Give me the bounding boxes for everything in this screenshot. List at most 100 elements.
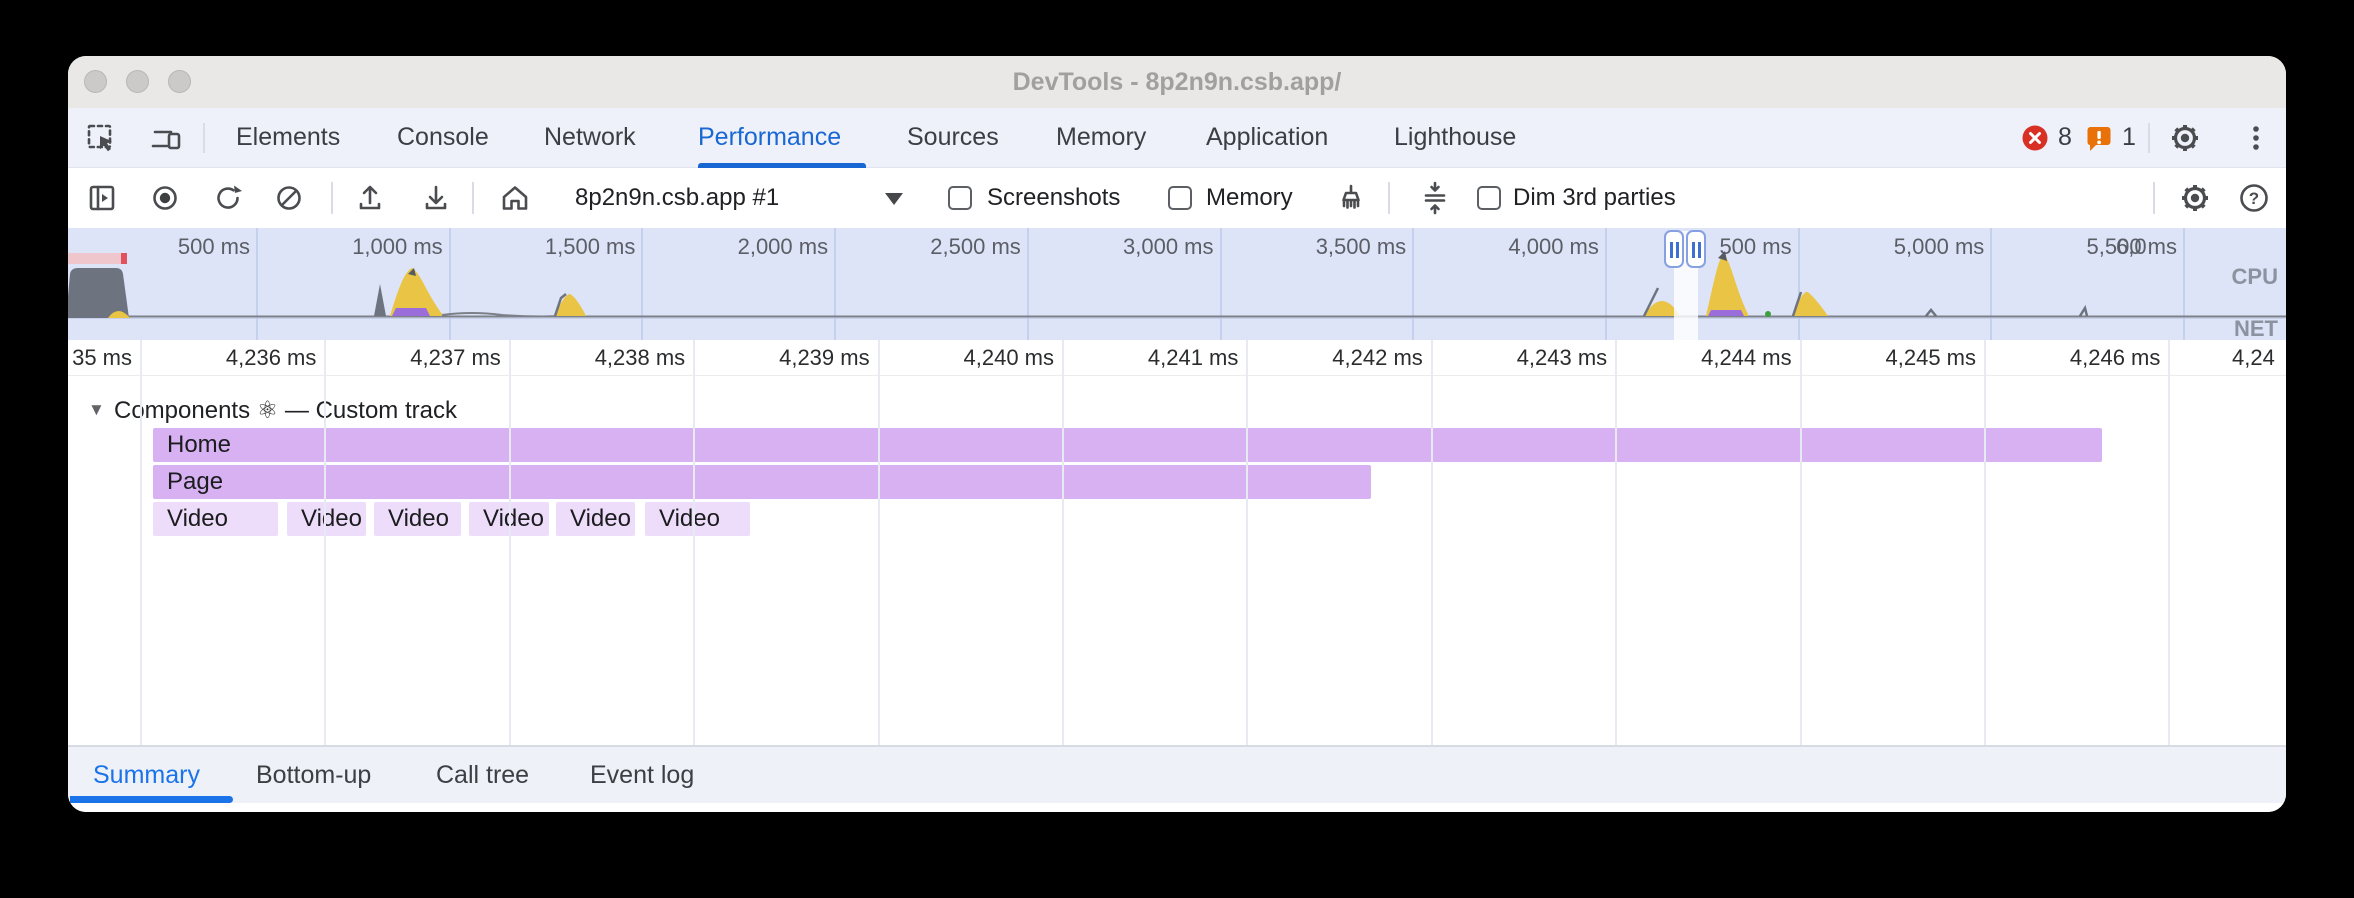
issues-count[interactable]: 1	[2122, 123, 2136, 151]
dim-3rd-parties-label[interactable]: Dim 3rd parties	[1513, 184, 1676, 211]
record-icon[interactable]	[150, 183, 180, 213]
track-bar-video[interactable]: Video	[287, 502, 366, 536]
badge-separator	[2148, 123, 2150, 153]
selection-left-handle[interactable]	[1664, 230, 1684, 268]
track-collapse-arrow[interactable]: ▼	[88, 400, 105, 419]
screenshots-label[interactable]: Screenshots	[987, 184, 1121, 211]
memory-checkbox[interactable]	[1168, 186, 1192, 210]
detail-gridline	[2168, 340, 2171, 745]
track-header[interactable]: Components ⚛ — Custom track	[114, 397, 457, 424]
bottom-active-underline	[70, 796, 233, 803]
detail-gridline	[508, 340, 511, 745]
bottom-tab-bottom-up[interactable]: Bottom-up	[256, 761, 372, 789]
reload-record-icon[interactable]	[213, 183, 243, 213]
help-icon[interactable]: ?	[2237, 181, 2271, 215]
overview-tick-label: 5,000 ms	[1893, 234, 1985, 259]
overview-tick-label: 1,500 ms	[544, 234, 636, 259]
ruler-tick-label: 4,246 ms	[2069, 345, 2161, 370]
detail-gridline	[324, 340, 327, 745]
tab-sources[interactable]: Sources	[907, 123, 999, 151]
active-tab-underline	[698, 163, 866, 168]
garbage-collect-brush-icon[interactable]	[1334, 181, 1368, 215]
home-icon[interactable]	[498, 181, 532, 215]
tab-application[interactable]: Application	[1206, 123, 1329, 151]
tab-elements[interactable]: Elements	[236, 123, 341, 151]
overview-gridline	[256, 228, 258, 340]
track-bar-page[interactable]: Page	[153, 465, 1371, 499]
track-bar-video[interactable]: Video	[374, 502, 461, 536]
track-bar-video[interactable]: Video	[556, 502, 635, 536]
detail-gridline	[140, 340, 142, 745]
capture-settings-gear-icon[interactable]	[2178, 181, 2212, 215]
components-track: ▼ Components ⚛ — Custom track Home Page Vi…	[68, 376, 2286, 745]
toggle-sidebar-icon[interactable]	[87, 183, 117, 213]
tabbar-separator	[203, 123, 205, 153]
toolbar-separator-3	[1388, 182, 1390, 214]
error-count[interactable]: 8	[2058, 123, 2072, 151]
minimize-window-button[interactable]	[126, 70, 149, 93]
tab-console[interactable]: Console	[397, 123, 489, 151]
settings-gear-icon[interactable]	[2168, 121, 2202, 155]
tab-memory[interactable]: Memory	[1056, 123, 1147, 151]
ruler-tick-label: 4,241 ms	[1147, 345, 1239, 370]
overview-gridline	[834, 228, 837, 340]
clear-icon[interactable]	[274, 183, 304, 213]
overview-tick-label: 2,000 ms	[737, 234, 829, 259]
overview-gridline	[448, 228, 451, 340]
upload-profile-icon[interactable]	[354, 182, 386, 214]
ruler-tick-edge: 4,24	[2232, 345, 2275, 370]
cpu-activity-chart	[68, 251, 2286, 318]
overview-tick-label: 500 ms	[177, 234, 250, 259]
net-strip-label: NET	[2234, 316, 2278, 341]
zoom-window-button[interactable]	[168, 70, 191, 93]
close-window-button[interactable]	[84, 70, 107, 93]
track-bar-home[interactable]: Home	[153, 428, 2102, 462]
ruler-tick-label: 4,239 ms	[779, 345, 870, 370]
track-bar-video[interactable]: Video	[153, 502, 278, 536]
svg-text:?: ?	[2249, 189, 2259, 208]
screenshots-checkbox[interactable]	[948, 186, 972, 210]
bottom-panel-tabbar: Summary Bottom-up Call tree Event log	[68, 745, 2286, 803]
track-bar-video[interactable]: Video	[645, 502, 750, 536]
download-profile-icon[interactable]	[420, 182, 452, 214]
target-selector[interactable]: 8p2n9n.csb.app #1	[575, 184, 780, 211]
kebab-menu-icon[interactable]	[2240, 122, 2272, 154]
selection-right-handle[interactable]	[1686, 230, 1706, 268]
bottom-tab-summary[interactable]: Summary	[93, 761, 200, 789]
device-toolbar-icon[interactable]	[147, 122, 185, 156]
network-activity-bar	[68, 253, 121, 264]
memory-label[interactable]: Memory	[1206, 184, 1293, 211]
target-dropdown-caret[interactable]	[885, 193, 903, 205]
detail-gridline	[1062, 340, 1064, 745]
overview-gridline	[1990, 228, 1993, 340]
overview-tick-edge: 6,0	[2116, 234, 2147, 259]
issues-badge-icon[interactable]	[2084, 123, 2114, 153]
overview-tick-label: 3,000 ms	[1123, 234, 1214, 259]
detail-gridline	[1430, 340, 1433, 745]
bottom-tab-call-tree[interactable]: Call tree	[436, 761, 530, 789]
overview-gridline	[641, 228, 644, 340]
detail-gridline	[693, 340, 696, 745]
tab-lighthouse[interactable]: Lighthouse	[1394, 123, 1517, 151]
tab-performance[interactable]: Performance	[698, 123, 842, 151]
inspect-element-icon[interactable]	[85, 122, 119, 156]
ruler-tick-label: 4,242 ms	[1332, 345, 1423, 370]
tab-network[interactable]: Network	[544, 123, 636, 151]
collapse-tracks-icon[interactable]	[1418, 180, 1452, 216]
network-activity-bar-red	[121, 253, 127, 264]
overview-tick-label: 1,000 ms	[352, 234, 443, 259]
timeline-overview[interactable]: 500 ms 1,000 ms 1,500 ms 2,000 ms 2,500 ms 3,…	[68, 228, 2286, 341]
overview-gridline	[1412, 228, 1415, 340]
overview-gridline	[1797, 228, 1800, 340]
overview-tick-label: 2,500 ms	[930, 234, 1021, 259]
bottom-tab-event-log[interactable]: Event log	[590, 761, 695, 789]
performance-toolbar: 8p2n9n.csb.app #1 Screenshots Memory Dim…	[68, 168, 2286, 228]
ruler-tick-label: 4,238 ms	[594, 345, 686, 370]
cpu-net-divider	[68, 318, 2286, 319]
devtools-window: DevTools - 8p2n9n.csb.app/ Elements Conso…	[68, 56, 2286, 812]
dim-3rd-parties-checkbox[interactable]	[1477, 186, 1501, 210]
overview-gridline	[2183, 228, 2185, 340]
detail-gridline	[877, 340, 880, 745]
error-badge-icon[interactable]	[2020, 123, 2050, 153]
detail-gridline	[1246, 340, 1249, 745]
